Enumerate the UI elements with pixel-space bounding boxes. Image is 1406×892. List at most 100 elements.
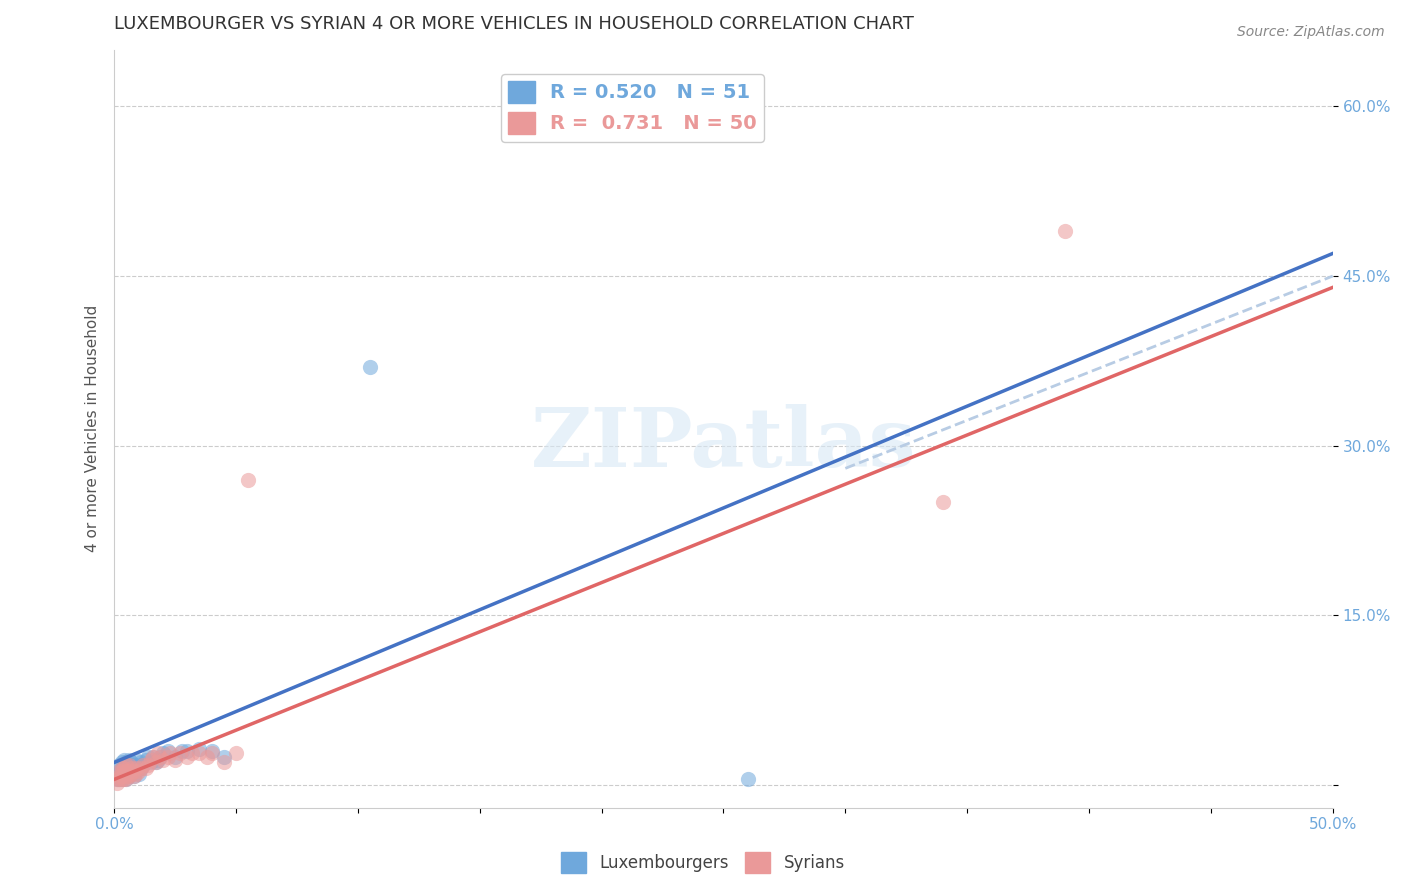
Point xyxy=(110,769,132,783)
Point xyxy=(122,764,145,779)
Point xyxy=(201,744,224,758)
Point xyxy=(112,764,135,779)
Point xyxy=(212,749,235,764)
Point xyxy=(125,766,148,780)
Point xyxy=(118,753,141,767)
Point xyxy=(737,772,759,787)
Point xyxy=(118,757,141,772)
Point xyxy=(105,776,128,790)
Point xyxy=(156,749,179,764)
Point xyxy=(188,742,211,756)
Point xyxy=(152,747,174,761)
Point xyxy=(110,772,132,787)
Point xyxy=(129,756,152,770)
Point xyxy=(118,757,141,772)
Point xyxy=(118,764,141,779)
Point xyxy=(118,769,141,783)
Point xyxy=(195,749,218,764)
Point xyxy=(176,749,198,764)
Point xyxy=(108,757,131,772)
Point xyxy=(129,761,152,775)
Point xyxy=(120,761,142,775)
Point xyxy=(120,761,142,775)
Point xyxy=(125,753,148,767)
Point xyxy=(120,766,142,780)
Point xyxy=(181,747,204,761)
Point xyxy=(112,757,135,772)
Text: ZIPatlas: ZIPatlas xyxy=(530,404,917,484)
Point xyxy=(932,495,955,509)
Point xyxy=(149,749,172,764)
Point xyxy=(359,359,381,374)
Point xyxy=(165,753,187,767)
Point xyxy=(115,772,138,787)
Point xyxy=(128,764,150,779)
Point xyxy=(112,753,135,767)
Text: Source: ZipAtlas.com: Source: ZipAtlas.com xyxy=(1237,25,1385,39)
Point xyxy=(122,769,145,783)
Point xyxy=(132,757,155,772)
Point xyxy=(112,766,135,780)
Point xyxy=(110,756,132,770)
Point xyxy=(135,753,157,767)
Point xyxy=(142,749,165,764)
Point xyxy=(225,747,247,761)
Point xyxy=(110,761,132,775)
Point xyxy=(118,764,141,779)
Point xyxy=(212,756,235,770)
Point xyxy=(125,761,148,775)
Point xyxy=(1053,224,1076,238)
Point xyxy=(201,747,224,761)
Point xyxy=(139,753,162,767)
Point xyxy=(136,749,159,764)
Point xyxy=(129,761,152,775)
Point xyxy=(115,761,138,775)
Point xyxy=(118,769,141,783)
Point xyxy=(110,764,132,779)
Point xyxy=(169,747,191,761)
Point xyxy=(105,772,128,787)
Point xyxy=(120,766,142,780)
Legend: R = 0.520   N = 51, R =  0.731   N = 50: R = 0.520 N = 51, R = 0.731 N = 50 xyxy=(501,74,763,142)
Point xyxy=(115,769,138,783)
Point xyxy=(159,747,181,761)
Point xyxy=(146,747,169,761)
Point xyxy=(110,769,132,783)
Point xyxy=(112,772,135,787)
Point xyxy=(145,756,167,770)
Point xyxy=(122,769,145,783)
Point xyxy=(105,772,128,787)
Point xyxy=(110,761,132,775)
Point xyxy=(108,764,131,779)
Point xyxy=(108,769,131,783)
Point xyxy=(122,764,145,779)
Point xyxy=(112,769,135,783)
Point xyxy=(142,749,165,764)
Y-axis label: 4 or more Vehicles in Household: 4 or more Vehicles in Household xyxy=(86,305,100,552)
Point xyxy=(105,766,128,780)
Point xyxy=(132,757,155,772)
Point xyxy=(139,756,162,770)
Point xyxy=(135,761,157,775)
Point xyxy=(108,772,131,787)
Point xyxy=(122,757,145,772)
Point xyxy=(176,744,198,758)
Legend: Luxembourgers, Syrians: Luxembourgers, Syrians xyxy=(554,846,852,880)
Point xyxy=(238,473,260,487)
Point xyxy=(149,749,172,764)
Point xyxy=(112,761,135,775)
Text: LUXEMBOURGER VS SYRIAN 4 OR MORE VEHICLES IN HOUSEHOLD CORRELATION CHART: LUXEMBOURGER VS SYRIAN 4 OR MORE VEHICLE… xyxy=(114,15,914,33)
Point xyxy=(115,756,138,770)
Point xyxy=(108,764,131,779)
Point xyxy=(152,753,174,767)
Point xyxy=(188,747,211,761)
Point xyxy=(128,757,150,772)
Point xyxy=(125,761,148,775)
Point xyxy=(115,772,138,787)
Point xyxy=(128,766,150,780)
Point xyxy=(172,744,194,758)
Point xyxy=(115,757,138,772)
Point xyxy=(145,756,167,770)
Point xyxy=(136,757,159,772)
Point xyxy=(115,766,138,780)
